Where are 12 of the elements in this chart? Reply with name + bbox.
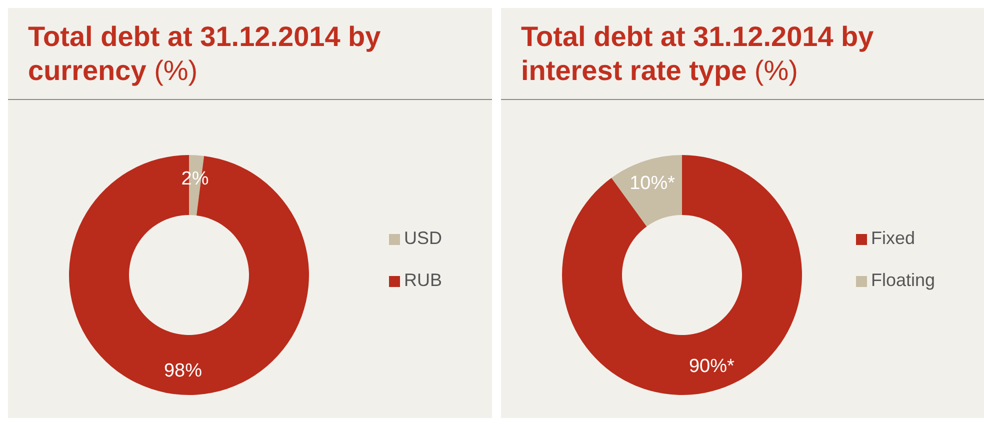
legend-label: Floating	[870, 270, 935, 290]
legend-label: USD	[404, 228, 442, 248]
data-label: 98%	[164, 360, 202, 382]
legend-label: RUB	[404, 270, 442, 290]
data-label: 10%*	[630, 173, 676, 194]
legend-label: Fixed	[870, 228, 915, 248]
chart-title: Total debt at 31.12.2014 by interest rate type (%)	[521, 21, 874, 86]
chart-title: Total debt at 31.12.2014 by currency (%)	[28, 21, 381, 86]
donut-slice	[69, 155, 309, 395]
donut-slice	[611, 155, 682, 226]
donut-slice	[562, 155, 802, 395]
data-label: 90%*	[688, 356, 735, 377]
